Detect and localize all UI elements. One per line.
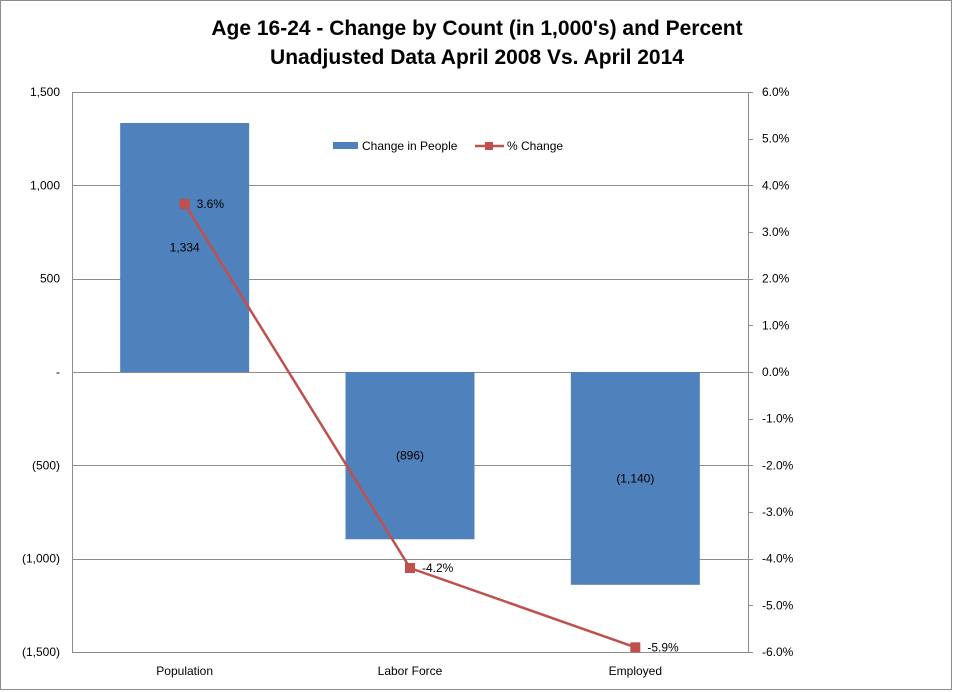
x-category-label: Labor Force	[378, 664, 443, 678]
y-right-tick-label: -1.0%	[762, 412, 794, 426]
y-left-tick-label: -	[56, 365, 60, 379]
line-marker	[630, 642, 641, 653]
line-data-label: -4.2%	[422, 561, 454, 575]
y-right-tick-label: 0.0%	[762, 365, 790, 379]
line-data-label: 3.6%	[197, 197, 225, 211]
bar-employed	[570, 372, 700, 585]
y-right-tick-label: -5.0%	[762, 598, 794, 612]
legend-swatch-bar	[333, 142, 358, 149]
chart-title-line-2: Unadjusted Data April 2008 Vs. April 201…	[270, 46, 684, 69]
line-data-label: -5.9%	[647, 640, 679, 654]
y-right-tick-label: 1.0%	[762, 318, 790, 332]
chart-title: Age 16-24 - Change by Count (in 1,000's)…	[0, 14, 954, 72]
y-right-tick-label: 5.0%	[762, 132, 790, 146]
y-right-tick-label: -4.0%	[762, 552, 794, 566]
bar-data-label: (896)	[396, 449, 424, 463]
legend-label-line: % Change	[507, 139, 563, 153]
bar-data-label: (1,140)	[616, 471, 654, 485]
y-left-tick-label: (1,000)	[22, 552, 60, 566]
bar-labor-force	[345, 372, 475, 540]
y-left-tick-label: (500)	[32, 458, 60, 472]
y-right-tick-label: -6.0%	[762, 645, 794, 659]
y-left-tick-label: 1,000	[30, 178, 60, 192]
y-right-tick-label: 4.0%	[762, 178, 790, 192]
line-marker	[179, 199, 190, 209]
y-right-tick-label: -3.0%	[762, 505, 794, 519]
legend-label-bar: Change in People	[362, 139, 458, 153]
x-category-label: Employed	[609, 664, 662, 678]
y-right-tick-label: 3.0%	[762, 225, 790, 239]
y-right-tick-label: 6.0%	[762, 85, 790, 99]
y-left-tick-label: 500	[40, 272, 60, 286]
y-left-tick-label: (1,500)	[22, 645, 60, 659]
y-left-tick-label: 1,500	[30, 85, 60, 99]
y-right-tick-label: -2.0%	[762, 458, 794, 472]
chart-title-line-1: Age 16-24 - Change by Count (in 1,000's)…	[211, 17, 743, 40]
bar-population	[120, 122, 250, 372]
line-marker	[405, 563, 415, 573]
y-right-tick-label: 2.0%	[762, 272, 790, 286]
x-category-label: Population	[156, 664, 213, 678]
legend-swatch-marker	[485, 142, 493, 150]
bar-data-label: 1,334	[170, 240, 200, 254]
